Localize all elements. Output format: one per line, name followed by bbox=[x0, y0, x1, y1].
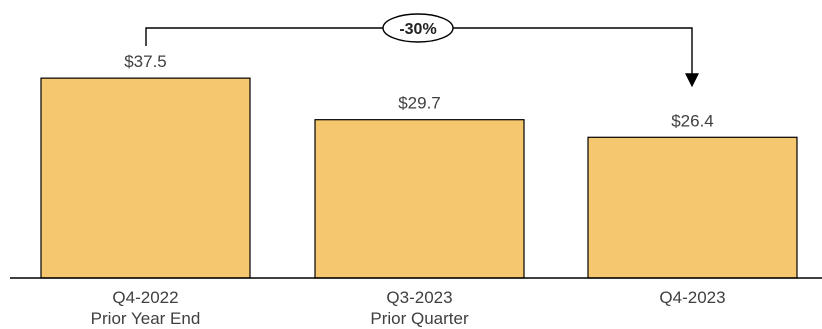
annotation-arrowhead bbox=[685, 73, 699, 88]
bar-2 bbox=[314, 119, 525, 279]
value-label-1: $37.5 bbox=[124, 52, 167, 71]
category-label-2: Q3-2023 bbox=[386, 288, 452, 307]
category-sublabel-2: Prior Quarter bbox=[370, 309, 469, 328]
value-label-2: $29.7 bbox=[398, 94, 441, 113]
annotation-bubble bbox=[382, 13, 454, 43]
value-label-3: $26.4 bbox=[671, 111, 714, 130]
annotation-label: -30% bbox=[399, 21, 436, 38]
bar-1 bbox=[40, 77, 251, 279]
category-label-3: Q4-2023 bbox=[659, 288, 725, 307]
bars-layer bbox=[40, 77, 798, 279]
category-label-1: Q4-2022 bbox=[112, 288, 178, 307]
change-annotation: -30% bbox=[145, 13, 699, 88]
category-sublabel-1: Prior Year End bbox=[91, 309, 201, 328]
labels-layer: $37.5 Q4-2022 Prior Year End $29.7 Q3-2023 Pr… bbox=[91, 52, 726, 328]
bar-3 bbox=[587, 136, 798, 279]
